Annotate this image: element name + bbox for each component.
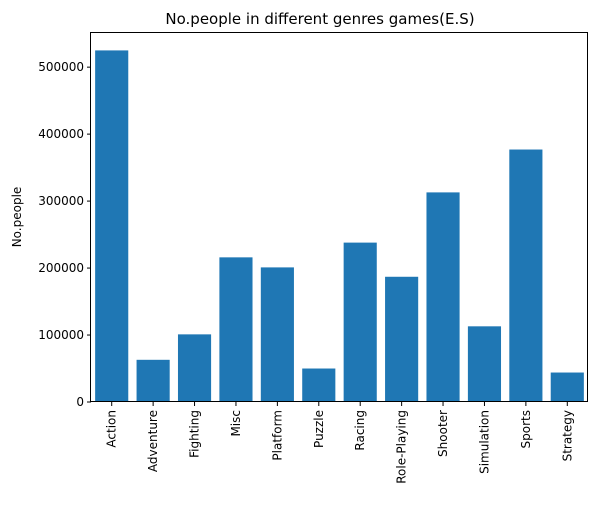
x-tick-label: Shooter bbox=[436, 410, 450, 457]
bars-layer bbox=[95, 50, 584, 402]
x-tick-label: Action bbox=[105, 410, 119, 448]
x-tick-label: Adventure bbox=[146, 410, 160, 472]
y-tick-label: 0 bbox=[76, 395, 84, 409]
bar-platform bbox=[260, 267, 294, 402]
x-tick-label: Sports bbox=[519, 410, 533, 448]
bar-adventure bbox=[136, 359, 170, 402]
bar-action bbox=[95, 50, 129, 402]
x-tick-label: Role-Playing bbox=[395, 410, 409, 484]
y-tick-label: 200000 bbox=[38, 261, 84, 275]
bar-misc bbox=[219, 257, 253, 402]
y-tick-label: 100000 bbox=[38, 328, 84, 342]
x-tick-label: Puzzle bbox=[312, 410, 326, 448]
chart-title: No.people in different genres games(E.S) bbox=[165, 10, 474, 28]
y-tick-label: 400000 bbox=[38, 127, 84, 141]
bar-role-playing bbox=[385, 276, 419, 402]
x-tick-label: Simulation bbox=[477, 410, 491, 474]
bar-racing bbox=[343, 242, 377, 402]
y-tick-label: 500000 bbox=[38, 60, 84, 74]
y-axis: 0 100000 200000 300000 400000 500000 bbox=[38, 60, 91, 409]
plot-frame bbox=[90, 32, 588, 402]
y-tick-label: 300000 bbox=[38, 194, 84, 208]
x-tick-label: Racing bbox=[353, 410, 367, 451]
y-axis-label: No.people bbox=[10, 187, 24, 248]
bar-shooter bbox=[426, 192, 460, 402]
bar-simulation bbox=[467, 326, 502, 402]
x-tick-label: Platform bbox=[270, 410, 284, 461]
bar-fighting bbox=[177, 334, 212, 402]
x-axis: Action Adventure Fighting Misc Platform Puzzl… bbox=[105, 402, 574, 484]
x-tick-label: Fighting bbox=[188, 410, 202, 458]
bar-sports bbox=[509, 149, 543, 402]
bar-puzzle bbox=[302, 368, 336, 402]
x-tick-label: Misc bbox=[229, 410, 243, 437]
x-tick-label: Strategy bbox=[560, 410, 574, 461]
bar-strategy bbox=[550, 372, 584, 402]
